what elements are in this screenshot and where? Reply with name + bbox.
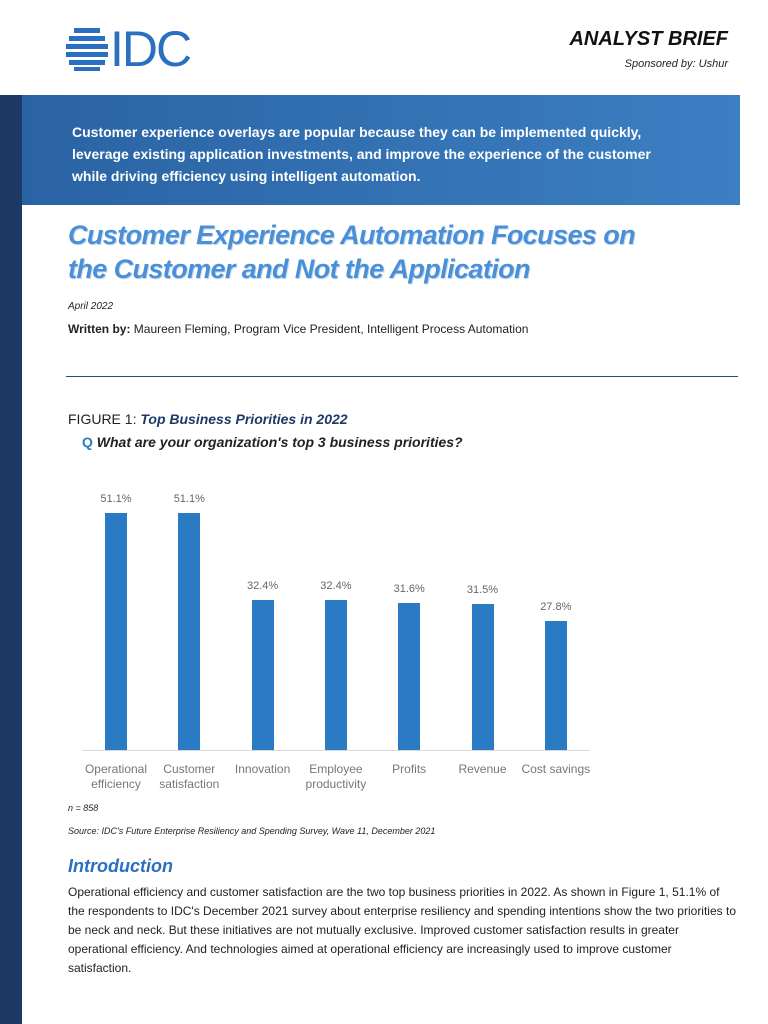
value-label: 32.4% (320, 579, 352, 592)
category-label: Profits (392, 762, 427, 776)
category-label: Employee productivity (305, 762, 367, 791)
bar (324, 599, 347, 750)
value-label: 31.6% (393, 583, 425, 596)
author-label: Written by: (68, 322, 131, 336)
bar (398, 603, 421, 750)
date: April 2022 (68, 301, 114, 312)
q-mark: Q (82, 434, 93, 450)
value-label: 27.8% (540, 601, 572, 613)
sample-note: n = 858 (68, 803, 99, 813)
bar (251, 599, 274, 750)
x-axis (82, 750, 590, 751)
banner-text: while driving efficiency using intellige… (72, 168, 421, 184)
category-label: Cost savings (521, 762, 591, 776)
title: Customer Experience Automation Focuses o… (68, 220, 636, 250)
sponsor: Sponsored by: Ushur (624, 58, 728, 70)
brief-label: ANALYST BRIEF (569, 28, 728, 50)
section-body: Operational efficiency and customer sati… (68, 885, 736, 975)
bar (471, 603, 494, 750)
category-label: Innovation (234, 762, 291, 776)
author: Written by: Maureen Fleming, Program Vic… (68, 322, 528, 336)
figure-title: Top Business Priorities in 2022 (140, 411, 348, 427)
bar (105, 512, 127, 750)
banner-text: leverage existing application investment… (72, 146, 651, 162)
section-heading: Introduction (68, 856, 173, 876)
figure-label: FIGURE 1: (68, 411, 137, 427)
banner (0, 95, 740, 205)
logo-globe (66, 28, 108, 71)
question-row: Q What are your organization's top 3 bus… (82, 434, 463, 450)
author-text: Maureen Fleming, Program Vice President,… (133, 322, 529, 336)
banner-text: Customer experience overlays are popular… (72, 124, 642, 140)
logo-text: IDC (110, 21, 192, 77)
category-label: Operational efficiency (84, 762, 148, 791)
value-label: 51.1% (173, 492, 205, 505)
figure-caption: FIGURE 1: Top Business Priorities in 202… (68, 411, 348, 427)
category-label: Revenue (458, 762, 507, 776)
title: the Customer and Not the Application (68, 254, 531, 284)
source: Source: IDC's Future Enterprise Resilien… (68, 826, 436, 836)
value-label: 31.5% (466, 583, 499, 596)
value-label: 32.4% (246, 579, 279, 592)
value-label: 51.1% (100, 492, 132, 505)
divider (66, 376, 738, 377)
category-label: Customer satisfaction (159, 762, 220, 791)
bar (544, 621, 567, 750)
bar (178, 512, 201, 750)
side-stripe (0, 205, 22, 1024)
chart: 51.1% Operational efficiency 51.1% Customer… (0, 480, 768, 810)
question: What are your organization's top 3 busin… (96, 434, 463, 450)
